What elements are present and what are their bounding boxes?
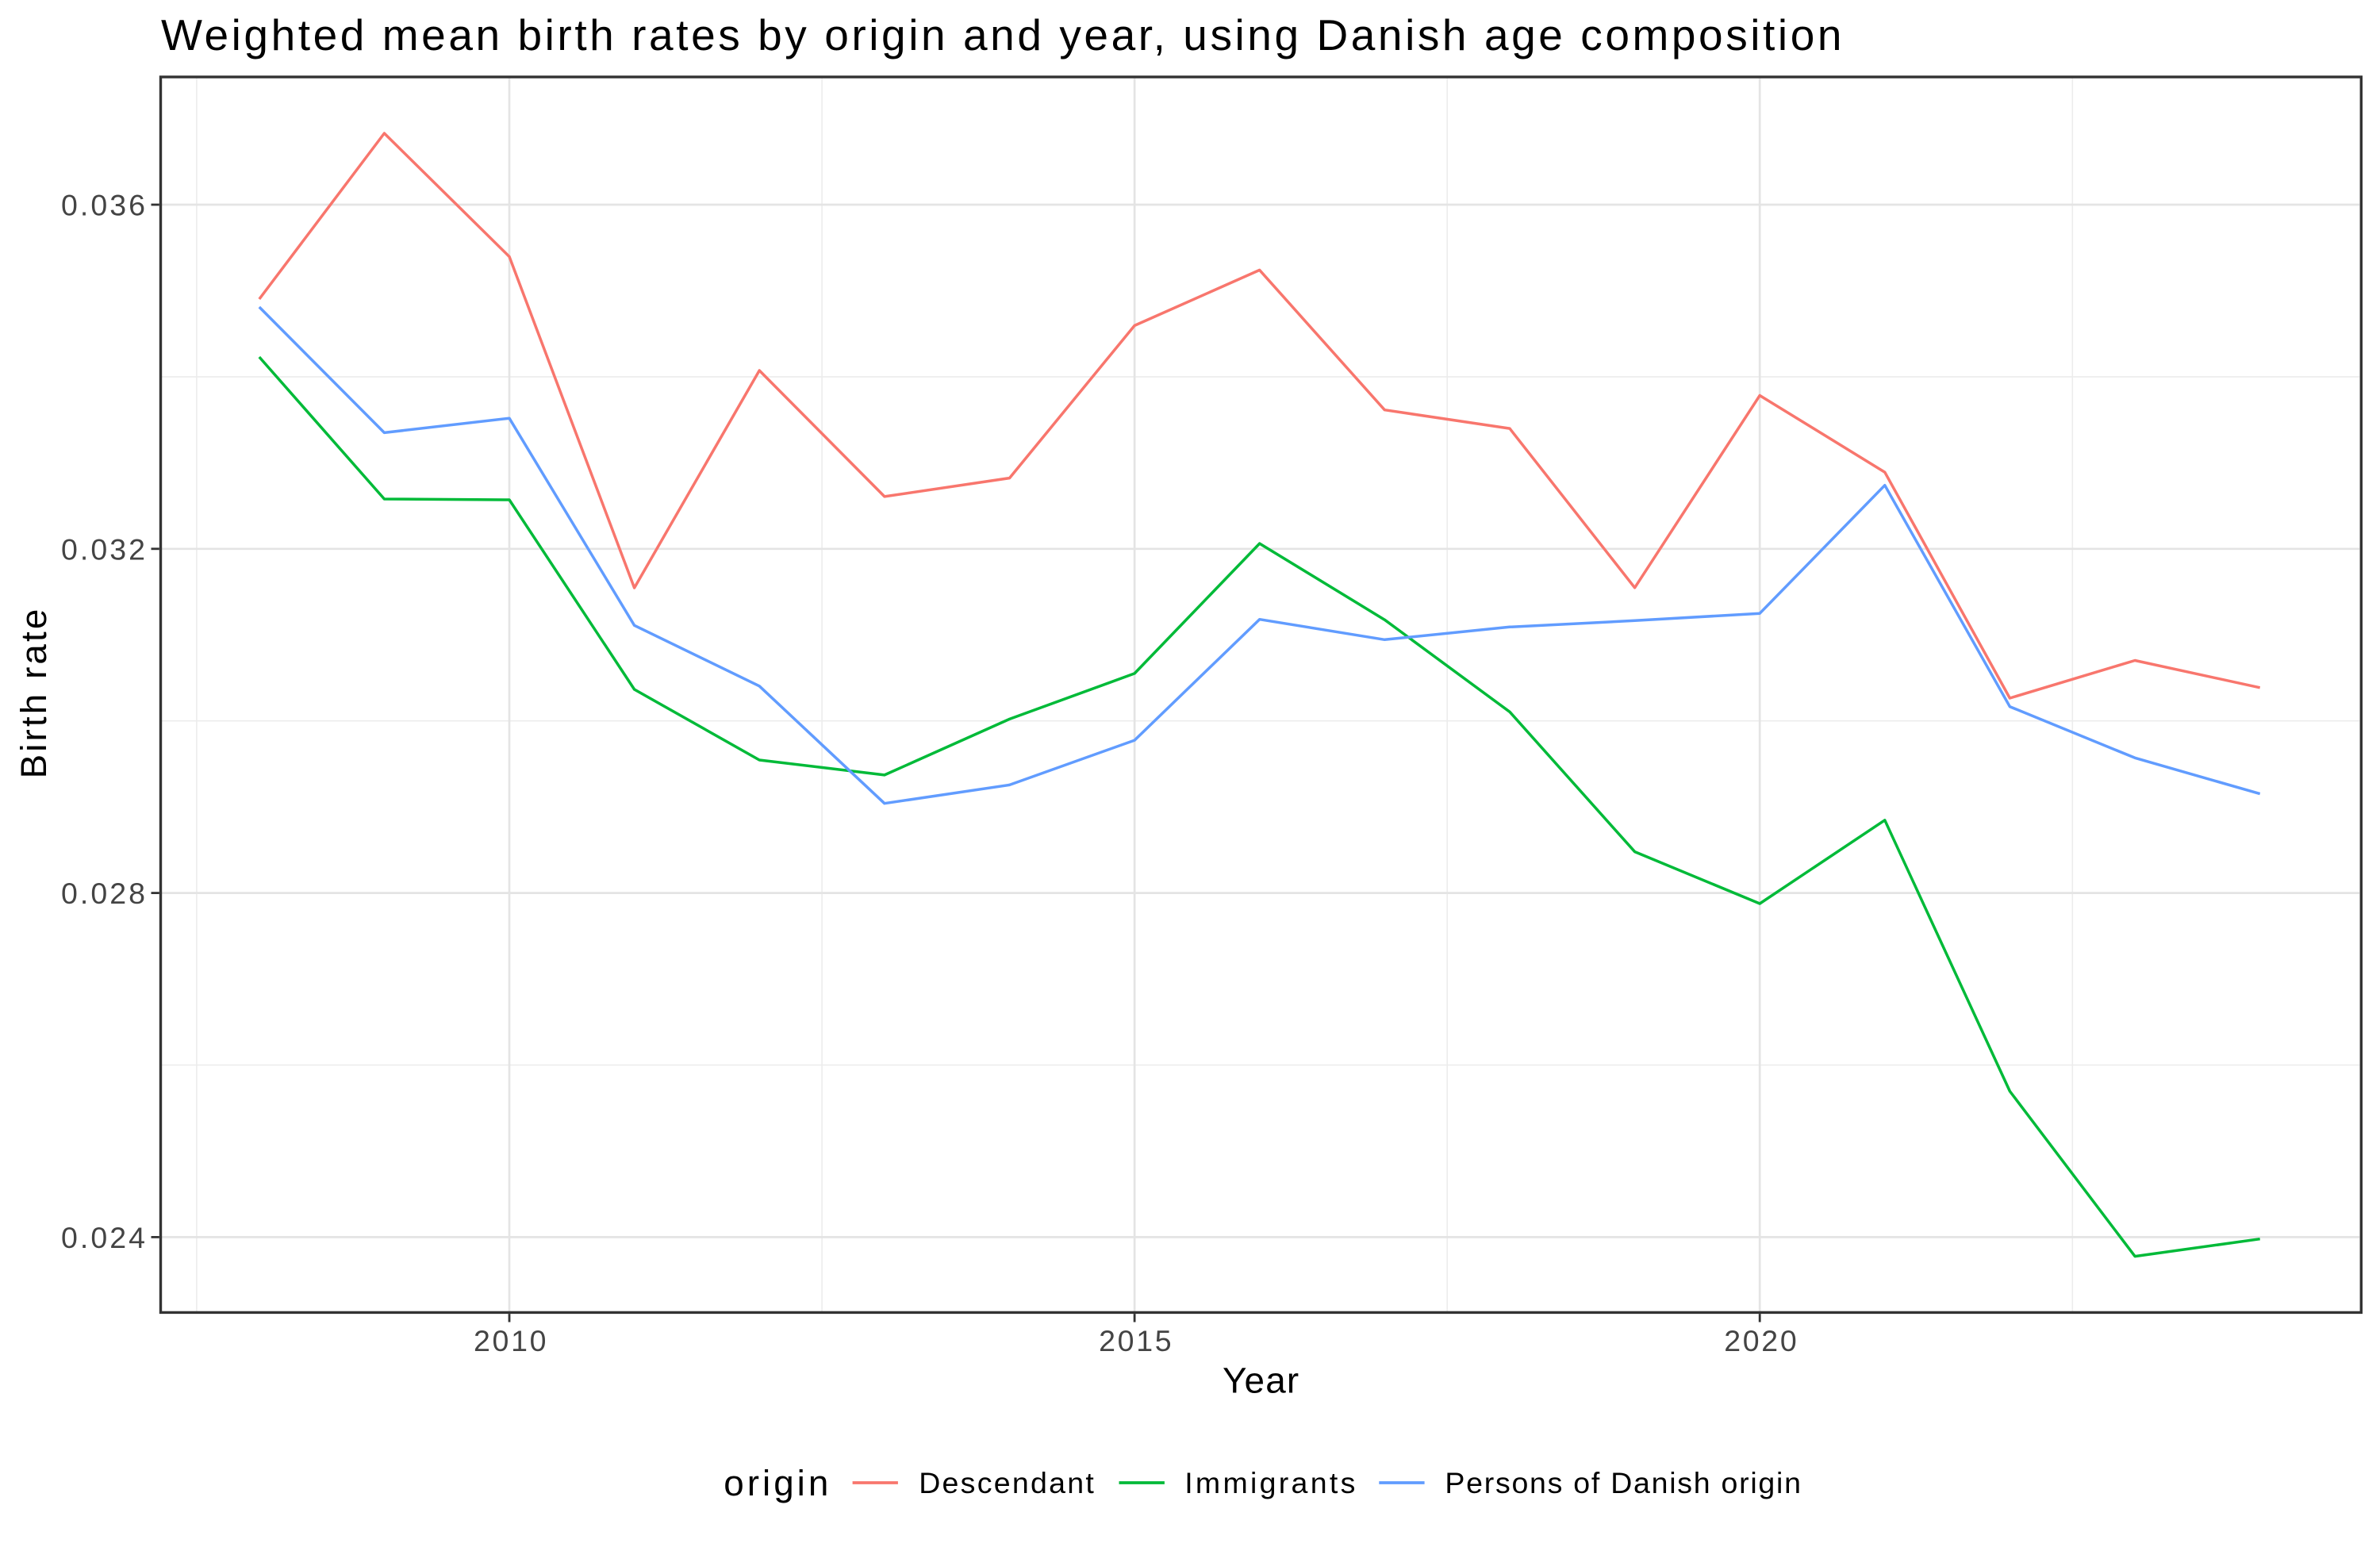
svg-text:Year: Year (1223, 1361, 1299, 1401)
svg-text:Birth rate: Birth rate (13, 607, 54, 779)
svg-text:Descendant: Descendant (919, 1466, 1096, 1499)
svg-text:origin: origin (724, 1463, 831, 1503)
svg-text:0.032: 0.032 (61, 532, 148, 566)
svg-text:2020: 2020 (1724, 1324, 1798, 1357)
svg-text:2015: 2015 (1099, 1324, 1173, 1357)
svg-text:2010: 2010 (474, 1324, 548, 1357)
svg-text:Immigrants: Immigrants (1184, 1466, 1357, 1499)
svg-text:Weighted mean birth rates by o: Weighted mean birth rates by origin and … (161, 10, 1844, 60)
svg-text:0.036: 0.036 (61, 189, 148, 222)
svg-text:Persons of Danish origin: Persons of Danish origin (1445, 1466, 1802, 1499)
svg-text:0.028: 0.028 (61, 877, 148, 910)
svg-text:0.024: 0.024 (61, 1221, 148, 1254)
